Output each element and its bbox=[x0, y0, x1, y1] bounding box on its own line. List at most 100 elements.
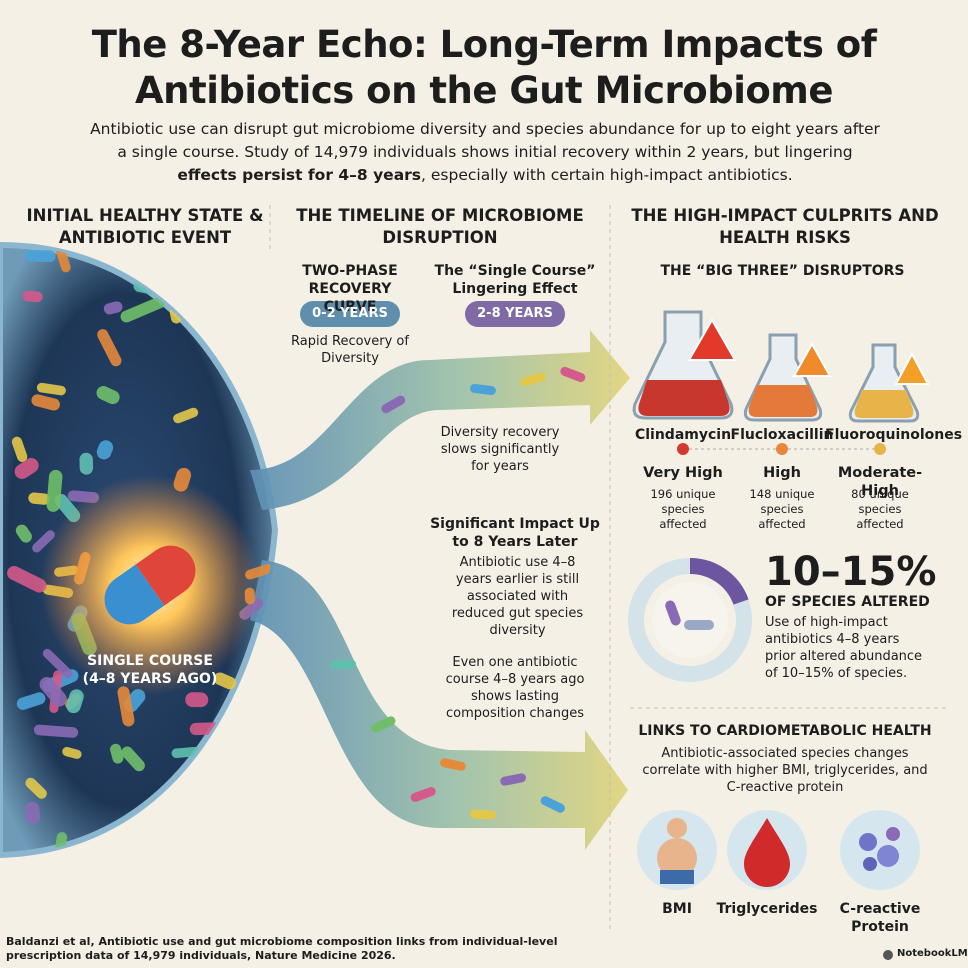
microbe bbox=[121, 746, 145, 772]
microbe bbox=[197, 816, 221, 849]
microbe bbox=[32, 530, 55, 553]
microbe bbox=[209, 797, 227, 827]
lasting-text: Even one antibiotic course 4–8 years ago… bbox=[445, 655, 585, 721]
flask-liquid bbox=[638, 380, 730, 416]
drug-level: High bbox=[763, 465, 801, 481]
phase-title: The “Single Course” Lingering Effect bbox=[434, 263, 596, 297]
microbe bbox=[500, 773, 526, 786]
microbe bbox=[96, 440, 114, 460]
microbe bbox=[440, 758, 466, 771]
drug-level: Very High bbox=[643, 465, 723, 481]
level-dot bbox=[874, 443, 886, 455]
microbe bbox=[330, 659, 357, 670]
icon-head bbox=[667, 818, 687, 838]
microbe bbox=[120, 296, 166, 323]
flask-fluoroquinolones bbox=[848, 343, 930, 423]
microbe bbox=[79, 452, 94, 475]
links-heading: LINKS TO CARDIOMETABOLIC HEALTH bbox=[638, 723, 932, 739]
microbe bbox=[25, 801, 41, 824]
links-text: Antibiotic-associated species changes co… bbox=[642, 746, 928, 795]
column-heading: THE HIGH-IMPACT CULPRITS AND HEALTH RISK… bbox=[631, 206, 939, 247]
drug-species: 80 unique species affected bbox=[851, 487, 909, 531]
microbe bbox=[16, 692, 46, 710]
microbe bbox=[66, 689, 84, 714]
icon-body bbox=[657, 838, 697, 878]
microbe bbox=[173, 407, 199, 424]
microbe bbox=[684, 620, 714, 630]
microbe bbox=[14, 458, 39, 479]
phase-badge: 2-8 YEARS bbox=[477, 306, 553, 321]
microbe bbox=[15, 524, 32, 543]
intro-bold: effects persist for 4–8 years bbox=[177, 166, 422, 184]
microbe bbox=[31, 394, 60, 411]
pill-half-red-body bbox=[135, 550, 185, 606]
flask-liquid bbox=[854, 390, 914, 418]
slow-text: Diversity recovery slows significantly f… bbox=[440, 425, 560, 474]
microbe bbox=[96, 386, 120, 405]
level-dot bbox=[776, 443, 788, 455]
microbe bbox=[171, 746, 201, 758]
microbe bbox=[236, 819, 273, 855]
microbe bbox=[470, 383, 496, 396]
health-label: C-reactive Protein bbox=[839, 901, 921, 935]
drug-level: Moderate-High bbox=[837, 465, 923, 499]
drug-name: Flucloxacillin bbox=[730, 427, 834, 443]
microbe bbox=[185, 692, 209, 708]
microbe bbox=[62, 746, 82, 759]
microbe bbox=[257, 725, 275, 747]
drug-name: Fluoroquinolones bbox=[825, 427, 963, 443]
pill-label: SINGLE COURSE (4–8 YEARS AGO) bbox=[82, 653, 218, 687]
phase-text: Rapid Recovery of Diversity bbox=[291, 334, 409, 366]
microbe bbox=[410, 787, 436, 802]
brand-icon bbox=[883, 950, 893, 960]
microbe bbox=[25, 249, 56, 262]
microbe bbox=[469, 809, 496, 820]
microbe bbox=[240, 680, 252, 697]
flask-clindamycin bbox=[632, 310, 737, 420]
phase-title: TWO-PHASE RECOVERY CURVE bbox=[302, 263, 398, 315]
warning-sign bbox=[792, 341, 832, 377]
icon-molecule bbox=[886, 827, 900, 841]
microbe bbox=[28, 492, 50, 505]
icon-molecule bbox=[859, 833, 877, 851]
brand: NotebookLM bbox=[897, 948, 968, 959]
lower-arrow bbox=[250, 560, 628, 850]
microbe bbox=[117, 686, 135, 727]
drug-species: 196 unique species affected bbox=[650, 487, 716, 531]
badge-bg bbox=[300, 301, 400, 327]
microbe bbox=[560, 366, 586, 383]
microbe bbox=[39, 677, 67, 707]
flask-flucloxacillin bbox=[743, 333, 832, 422]
microbe bbox=[520, 372, 546, 387]
phase-badge: 0-2 YEARS bbox=[312, 306, 388, 321]
altered-value: 10–15% bbox=[765, 549, 937, 595]
subheading: THE “BIG THREE” DISRUPTORS bbox=[660, 263, 905, 279]
microbe bbox=[103, 301, 123, 315]
icon-molecule bbox=[877, 845, 899, 867]
citation: Baldanzi et al, Antibiotic use and gut m… bbox=[6, 935, 558, 962]
microbe bbox=[33, 724, 79, 738]
drug-species: 148 unique species affected bbox=[749, 487, 815, 531]
microbe bbox=[182, 287, 204, 316]
warning-sign bbox=[894, 351, 930, 385]
microbe bbox=[238, 832, 259, 855]
microbe bbox=[540, 796, 565, 813]
icon-shorts bbox=[660, 870, 694, 884]
title: The 8-Year Echo: Long-Term Impacts of An… bbox=[91, 23, 877, 112]
microbe bbox=[25, 777, 47, 799]
microbe bbox=[246, 260, 272, 276]
icon-drop bbox=[744, 818, 790, 887]
microbe bbox=[253, 831, 272, 845]
donut-highlight bbox=[689, 557, 749, 606]
badge-bg bbox=[465, 301, 565, 327]
microbe bbox=[181, 816, 194, 842]
altered-label: OF SPECIES ALTERED bbox=[765, 594, 930, 610]
health-label: BMI bbox=[662, 901, 692, 917]
microbe bbox=[42, 648, 73, 679]
intro-text: Antibiotic use can disrupt gut microbiom… bbox=[90, 120, 880, 161]
microbe bbox=[213, 672, 237, 690]
flask-liquid bbox=[748, 385, 818, 417]
microbe bbox=[381, 395, 406, 414]
